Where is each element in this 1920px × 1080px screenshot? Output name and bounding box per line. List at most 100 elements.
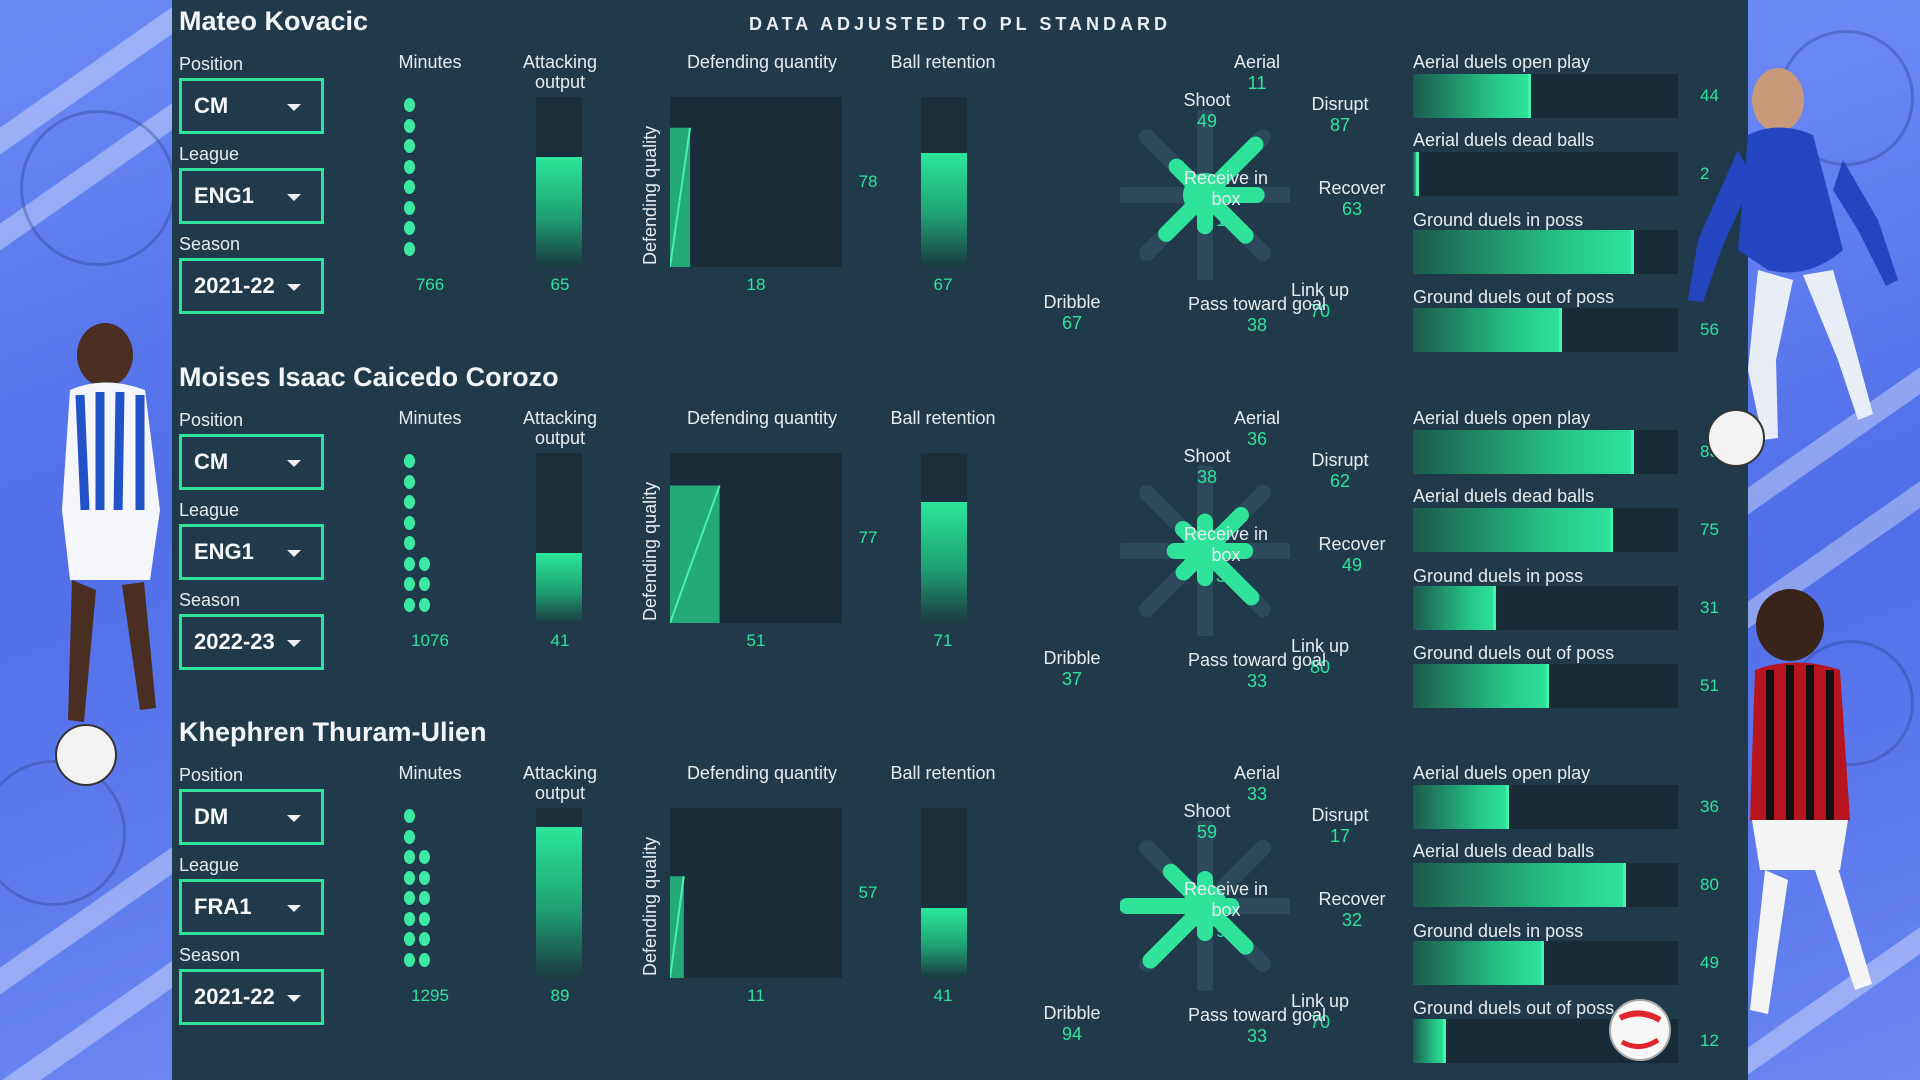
league-select[interactable]: ENG1 (179, 524, 324, 580)
radar-recover: Recover 32 (1318, 889, 1386, 930)
minutes-label: Minutes (398, 408, 462, 428)
radar-disrupt: Disrupt 87 (1311, 94, 1369, 135)
minutes-dot (419, 577, 430, 591)
minutes-dot (419, 556, 430, 571)
minutes-dots (404, 98, 464, 258)
chevron-down-icon (287, 815, 301, 822)
ground-out-of-poss-label: Ground duels out of poss (1413, 287, 1615, 307)
attacking-output-bar (536, 453, 582, 623)
attacking-output-label: Attacking output (522, 52, 598, 92)
position-select[interactable]: DM (179, 789, 324, 845)
radar-hub (1183, 884, 1227, 928)
aerial-dead-balls-bar (1413, 152, 1678, 196)
minutes-dot (404, 932, 415, 946)
aerial-dead-balls-bar (1413, 508, 1678, 552)
bar-marker (1442, 1019, 1446, 1063)
radar-aerial: Aerial 36 (1233, 408, 1281, 449)
minutes-dot (419, 911, 430, 926)
ball-retention-label: Ball retention (890, 408, 996, 428)
minutes-dot (404, 495, 415, 509)
minutes-dot (404, 911, 415, 926)
comparison-panel: DATA ADJUSTED TO PL STANDARD Mateo Kovac… (172, 0, 1748, 1080)
ground-out-of-poss-bar (1413, 308, 1678, 352)
minutes-value: 1076 (411, 631, 449, 650)
position-select[interactable]: CM (179, 434, 324, 490)
season-select[interactable]: 2021-22 (179, 258, 324, 314)
attacking-output-bar (536, 97, 582, 267)
radar-receive-in-box: Receive in box 17 (1183, 168, 1269, 230)
defending-quantity-value: 18 (746, 275, 766, 294)
ball-retention-bar (921, 453, 967, 623)
defending-quality-value: 77 (858, 528, 878, 547)
minutes-value: 1295 (411, 986, 449, 1005)
ball-retention-value: 67 (933, 275, 953, 294)
defending-quality-label: Defending quality (640, 125, 660, 265)
minutes-dot (404, 159, 415, 174)
ground-out-of-poss-label: Ground duels out of poss (1413, 998, 1615, 1018)
season-select[interactable]: 2021-22 (179, 969, 324, 1025)
radar-recover: Recover 49 (1318, 534, 1386, 575)
season-select[interactable]: 2022-23 (179, 614, 324, 670)
league-value: ENG1 (194, 539, 254, 564)
player-row-1: Mateo Kovacic Position CM League ENG1 Se… (172, 0, 1748, 355)
minutes-dot (404, 891, 415, 905)
aerial-open-play-bar (1413, 430, 1678, 474)
position-select[interactable]: CM (179, 78, 324, 134)
season-value: 2021-22 (194, 984, 275, 1009)
ground-in-poss-bar (1413, 586, 1678, 630)
page-title: DATA ADJUSTED TO PL STANDARD (748, 14, 1171, 34)
position-value: CM (194, 449, 229, 474)
radar-disrupt: Disrupt 17 (1311, 805, 1369, 846)
aerial-open-play-label: Aerial duels open play (1413, 408, 1591, 428)
ball-retention-value: 71 (933, 631, 953, 650)
minutes-dot (404, 556, 415, 571)
league-value: ENG1 (194, 183, 254, 208)
player-photo-kovacic (1688, 68, 1898, 467)
defending-quality-label: Defending quality (640, 836, 660, 976)
attacking-output-bar (536, 808, 582, 978)
defending-quantity-label: Defending quantity (686, 763, 838, 783)
bar-fill (1413, 785, 1509, 829)
chevron-down-icon (287, 640, 301, 647)
chevron-down-icon (287, 550, 301, 557)
radar-dribble: Dribble 94 (1043, 1003, 1101, 1044)
minutes-value: 766 (415, 275, 445, 294)
league-select[interactable]: ENG1 (179, 168, 324, 224)
bar-marker (1540, 941, 1544, 985)
attacking-output-value: 89 (550, 986, 570, 1005)
defending-quality-value: 57 (858, 883, 878, 902)
season-label: Season (179, 945, 241, 965)
attacking-output-label: Attacking output (522, 408, 598, 448)
aerial-dead-balls-label: Aerial duels dead balls (1413, 841, 1595, 861)
bar-marker (1527, 74, 1531, 118)
minutes-dots (404, 454, 464, 614)
aerial-dead-balls-label: Aerial duels dead balls (1413, 130, 1595, 150)
bar-fill (1413, 152, 1419, 196)
radar-receive-in-box: Receive in box 95 (1183, 879, 1269, 941)
attacking-output-label: Attacking output (522, 763, 598, 803)
position-value: CM (194, 93, 229, 118)
ball-icon (1609, 999, 1671, 1061)
aerial-open-play-bar (1413, 785, 1678, 829)
ball-retention-label: Ball retention (890, 763, 996, 783)
player-photo-caicedo (55, 323, 160, 786)
minutes-dot (404, 221, 415, 235)
radar-dribble: Dribble 67 (1043, 292, 1101, 333)
defending-quality-label: Defending quality (640, 481, 660, 621)
aerial-open-play-value: 44 (1700, 86, 1719, 105)
ball-retention-fill (921, 153, 967, 267)
minutes-dot (404, 98, 415, 112)
position-label: Position (179, 54, 244, 74)
ball-retention-fill (921, 908, 967, 978)
minutes-dot (404, 809, 415, 823)
bar-marker (1623, 863, 1626, 907)
minutes-dot (404, 180, 415, 194)
defending-diagonal (670, 876, 685, 978)
minutes-dot (404, 139, 415, 153)
league-select[interactable]: FRA1 (179, 879, 324, 935)
ground-out-of-poss-value: 12 (1700, 1031, 1719, 1050)
bar-fill (1413, 664, 1549, 708)
minutes-dot (404, 118, 415, 133)
aerial-dead-balls-value: 2 (1700, 164, 1710, 183)
radar-shoot: Shoot 38 (1183, 446, 1231, 487)
